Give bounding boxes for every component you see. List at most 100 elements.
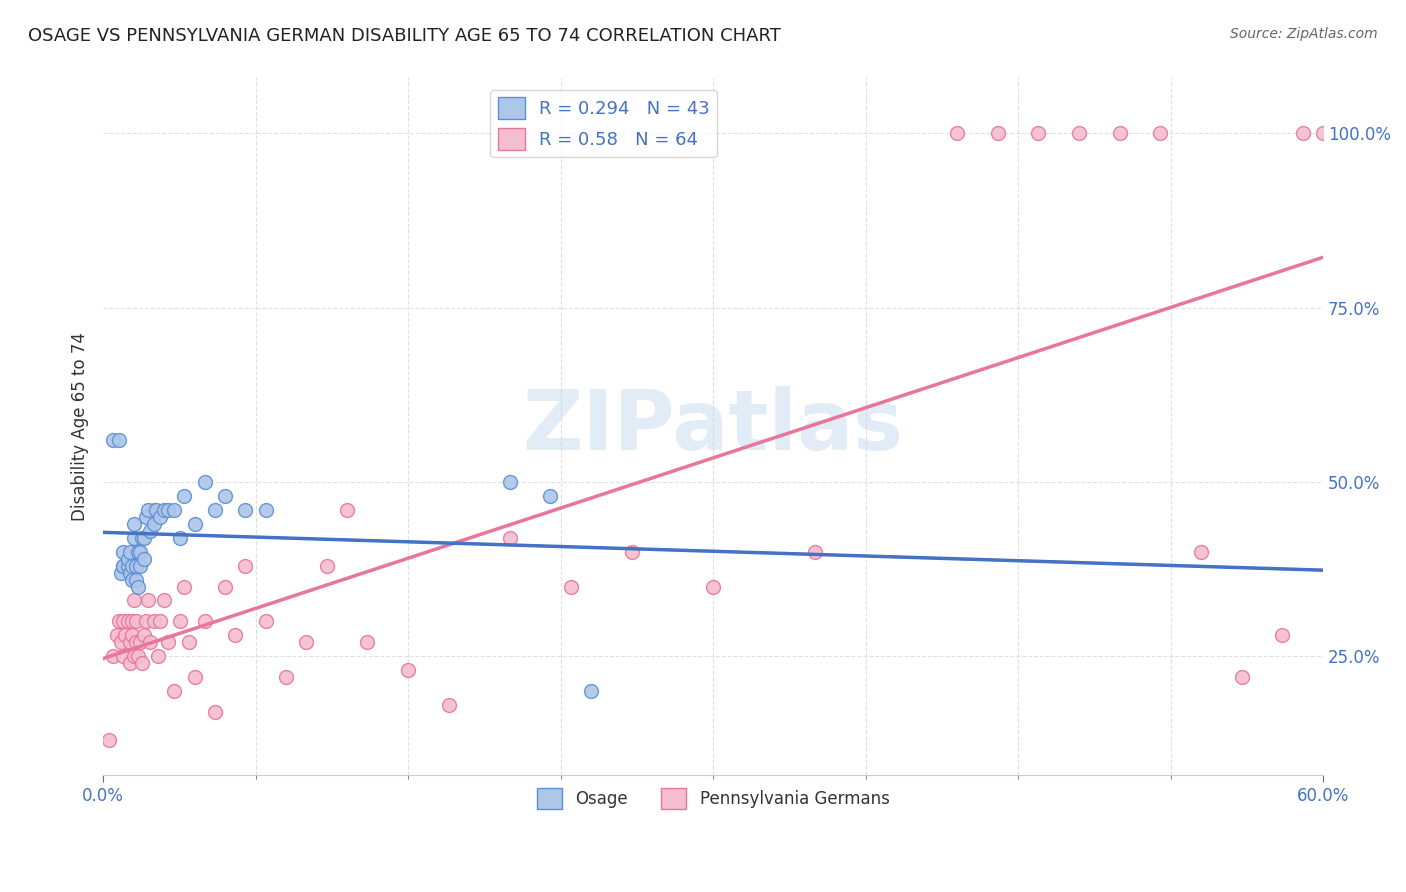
Point bbox=[112, 558, 135, 573]
Point bbox=[122, 649, 145, 664]
Point bbox=[128, 635, 150, 649]
Point bbox=[136, 593, 159, 607]
Point bbox=[437, 698, 460, 712]
Point bbox=[579, 684, 602, 698]
Point bbox=[112, 558, 135, 573]
Point bbox=[145, 503, 167, 517]
Y-axis label: Disability Age 65 to 74: Disability Age 65 to 74 bbox=[72, 332, 89, 521]
Point bbox=[499, 531, 522, 545]
Point bbox=[1069, 126, 1091, 140]
Point bbox=[118, 566, 141, 580]
Point bbox=[1189, 544, 1212, 558]
Point bbox=[121, 628, 143, 642]
Point bbox=[98, 733, 121, 747]
Point bbox=[163, 503, 186, 517]
Point bbox=[499, 475, 522, 489]
Point bbox=[204, 705, 226, 719]
Point bbox=[157, 635, 180, 649]
Point bbox=[103, 649, 125, 664]
Point bbox=[254, 503, 277, 517]
Point bbox=[169, 615, 191, 629]
Point bbox=[108, 433, 131, 447]
Point bbox=[254, 615, 277, 629]
Point bbox=[117, 551, 139, 566]
Point bbox=[177, 635, 200, 649]
Point bbox=[117, 615, 139, 629]
Point bbox=[136, 503, 159, 517]
Text: Source: ZipAtlas.com: Source: ZipAtlas.com bbox=[1230, 27, 1378, 41]
Point bbox=[128, 558, 150, 573]
Text: OSAGE VS PENNSYLVANIA GERMAN DISABILITY AGE 65 TO 74 CORRELATION CHART: OSAGE VS PENNSYLVANIA GERMAN DISABILITY … bbox=[28, 27, 780, 45]
Point bbox=[124, 573, 146, 587]
Point bbox=[127, 649, 149, 664]
Point bbox=[118, 635, 141, 649]
Point bbox=[146, 649, 169, 664]
Point bbox=[118, 657, 141, 671]
Point bbox=[128, 544, 150, 558]
Point bbox=[135, 615, 157, 629]
Point bbox=[110, 566, 132, 580]
Point bbox=[153, 503, 176, 517]
Point bbox=[1230, 670, 1253, 684]
Point bbox=[315, 558, 337, 573]
Point bbox=[540, 489, 562, 503]
Point bbox=[560, 580, 582, 594]
Point bbox=[124, 635, 146, 649]
Point bbox=[173, 489, 195, 503]
Point bbox=[117, 558, 139, 573]
Point bbox=[276, 670, 298, 684]
Point bbox=[194, 475, 217, 489]
Point bbox=[1312, 126, 1334, 140]
Point bbox=[143, 503, 166, 517]
Point bbox=[121, 573, 143, 587]
Point bbox=[121, 558, 143, 573]
Point bbox=[114, 628, 136, 642]
Point bbox=[112, 615, 135, 629]
Point bbox=[702, 580, 724, 594]
Point bbox=[1271, 628, 1294, 642]
Point bbox=[122, 593, 145, 607]
Point bbox=[112, 649, 135, 664]
Point bbox=[214, 489, 236, 503]
Point bbox=[183, 670, 205, 684]
Point bbox=[124, 558, 146, 573]
Point bbox=[336, 503, 359, 517]
Point bbox=[169, 531, 191, 545]
Point bbox=[214, 580, 236, 594]
Legend: Osage, Pennsylvania Germans: Osage, Pennsylvania Germans bbox=[530, 781, 896, 815]
Point bbox=[122, 516, 145, 531]
Point bbox=[132, 628, 155, 642]
Text: ZIPatlas: ZIPatlas bbox=[523, 385, 904, 467]
Point bbox=[396, 663, 419, 677]
Point bbox=[110, 635, 132, 649]
Point bbox=[124, 615, 146, 629]
Point bbox=[139, 635, 162, 649]
Point bbox=[132, 551, 155, 566]
Point bbox=[224, 628, 246, 642]
Point bbox=[132, 531, 155, 545]
Point bbox=[295, 635, 318, 649]
Point bbox=[112, 544, 135, 558]
Point bbox=[804, 544, 827, 558]
Point bbox=[149, 615, 172, 629]
Point bbox=[173, 580, 195, 594]
Point bbox=[163, 684, 186, 698]
Point bbox=[1149, 126, 1171, 140]
Point bbox=[131, 531, 153, 545]
Point bbox=[1108, 126, 1130, 140]
Point bbox=[1292, 126, 1315, 140]
Point bbox=[157, 503, 180, 517]
Point bbox=[235, 503, 257, 517]
Point bbox=[153, 593, 176, 607]
Point bbox=[122, 531, 145, 545]
Point bbox=[131, 657, 153, 671]
Point bbox=[108, 615, 131, 629]
Point bbox=[121, 615, 143, 629]
Point bbox=[118, 544, 141, 558]
Point bbox=[356, 635, 378, 649]
Point bbox=[183, 516, 205, 531]
Point bbox=[143, 615, 166, 629]
Point bbox=[620, 544, 643, 558]
Point bbox=[127, 544, 149, 558]
Point bbox=[149, 509, 172, 524]
